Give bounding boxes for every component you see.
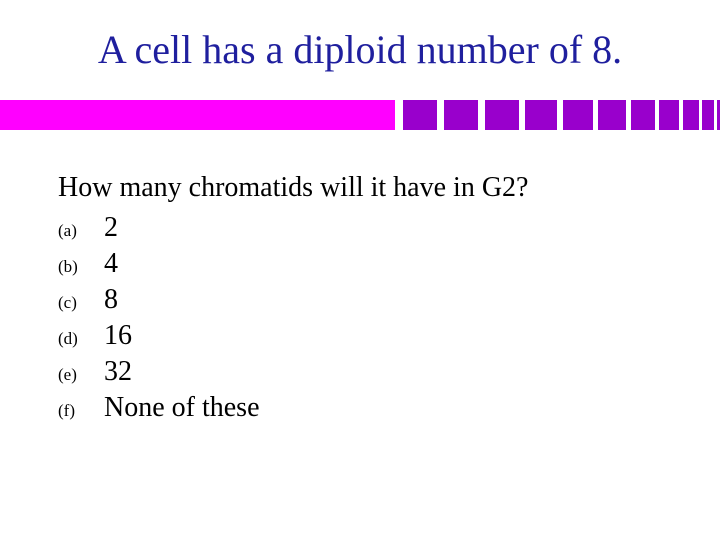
divider-dash <box>659 100 679 130</box>
divider-dash <box>702 100 714 130</box>
option-row: (d)16 <box>58 320 260 352</box>
divider-dash <box>403 100 437 130</box>
divider-dash <box>683 100 699 130</box>
option-text: 32 <box>104 356 132 388</box>
option-label: (b) <box>58 257 104 277</box>
option-label: (c) <box>58 293 104 313</box>
option-text: 2 <box>104 212 118 244</box>
option-row: (f)None of these <box>58 392 260 424</box>
option-text: None of these <box>104 392 260 424</box>
divider-dash <box>485 100 519 130</box>
slide-title: A cell has a diploid number of 8. <box>0 26 720 73</box>
option-label: (f) <box>58 401 104 421</box>
option-row: (e)32 <box>58 356 260 388</box>
divider-dash <box>444 100 478 130</box>
question-text: How many chromatids will it have in G2? <box>58 172 528 204</box>
options-list: (a)2(b)4(c)8(d)16(e)32(f)None of these <box>58 212 260 428</box>
option-row: (b)4 <box>58 248 260 280</box>
divider-bar <box>0 100 720 130</box>
option-row: (a)2 <box>58 212 260 244</box>
divider-dash <box>563 100 593 130</box>
divider-dash <box>525 100 557 130</box>
divider-dash <box>631 100 655 130</box>
option-label: (e) <box>58 365 104 385</box>
divider-dash <box>598 100 626 130</box>
divider-dashes <box>395 100 720 130</box>
slide: A cell has a diploid number of 8. How ma… <box>0 0 720 540</box>
option-label: (a) <box>58 221 104 241</box>
option-text: 4 <box>104 248 118 280</box>
option-text: 16 <box>104 320 132 352</box>
option-row: (c)8 <box>58 284 260 316</box>
option-text: 8 <box>104 284 118 316</box>
divider-solid <box>0 100 395 130</box>
option-label: (d) <box>58 329 104 349</box>
